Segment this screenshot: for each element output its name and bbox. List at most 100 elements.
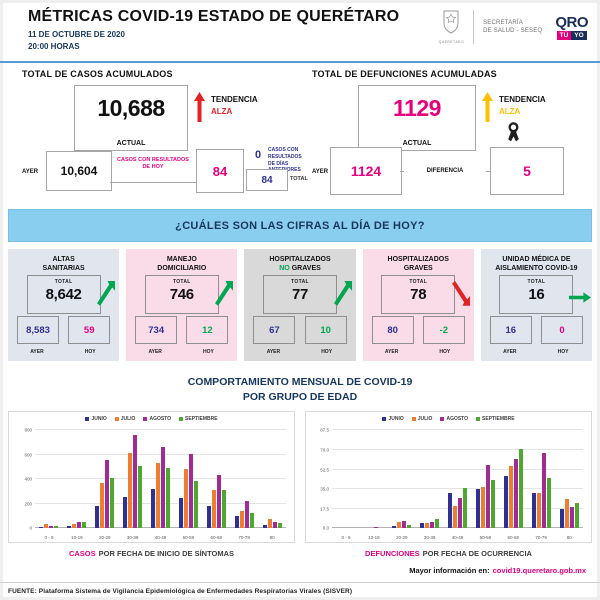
total-box: TOTAL 746 bbox=[144, 275, 219, 314]
page-title: MÉTRICAS COVID-19 ESTADO DE QUERÉTARO bbox=[28, 8, 400, 25]
bar bbox=[503, 475, 508, 529]
legend-swatch-icon bbox=[114, 417, 119, 422]
covid19-website-link[interactable]: covid19.queretaro.gob.mx bbox=[492, 566, 586, 576]
y-axis-tick-label: 600 bbox=[24, 452, 32, 458]
casos-total-label: TOTAL bbox=[290, 176, 308, 182]
bar bbox=[100, 483, 105, 529]
defunciones-actual-label: ACTUAL bbox=[402, 140, 432, 147]
x-axis-tick-label: 0 - 9 bbox=[44, 535, 54, 541]
bar bbox=[508, 465, 513, 529]
x-axis-tick-label: 10-19 bbox=[368, 535, 380, 541]
gridline bbox=[332, 488, 583, 490]
header-logos: QUERÉTARO SECRETARÍA DE SALUD - SESEQ QR… bbox=[439, 10, 588, 44]
bar bbox=[518, 448, 523, 529]
hoy-box: 10 bbox=[304, 316, 347, 344]
bar-group bbox=[258, 430, 286, 529]
bar-group bbox=[230, 430, 258, 529]
y-axis-tick-label: 800 bbox=[24, 427, 32, 433]
y-axis-tick-label: 0.0 bbox=[322, 525, 329, 531]
report-time: 20:00 HORAS bbox=[28, 42, 80, 51]
bar bbox=[244, 500, 249, 529]
bar bbox=[425, 522, 430, 529]
legend-item: JUNIO bbox=[85, 416, 107, 422]
gridline bbox=[35, 502, 286, 504]
bar bbox=[475, 489, 480, 529]
footer-divider bbox=[0, 582, 600, 584]
bar bbox=[531, 492, 536, 529]
casos-ayer-label: AYER bbox=[22, 169, 39, 175]
legend-swatch-icon bbox=[440, 417, 445, 422]
bar bbox=[267, 518, 272, 529]
bar bbox=[513, 459, 518, 529]
bar bbox=[77, 521, 82, 529]
gridline bbox=[35, 478, 286, 480]
total-value: 77 bbox=[291, 286, 309, 303]
bar-group bbox=[416, 430, 444, 529]
trend-up-arrow-icon bbox=[333, 281, 352, 306]
legend-swatch-icon bbox=[179, 417, 184, 422]
ayer-box: 8,583 bbox=[17, 316, 59, 344]
bar bbox=[105, 459, 110, 529]
legend-item: SEPTIEMBRE bbox=[476, 416, 515, 422]
bar-group bbox=[555, 430, 583, 529]
ayer-box: 734 bbox=[135, 316, 178, 344]
bar bbox=[397, 521, 402, 529]
y-axis-tick-label: 70.0 bbox=[320, 447, 329, 453]
bar bbox=[546, 478, 551, 529]
bars-layer bbox=[35, 430, 286, 529]
header-rule bbox=[0, 61, 600, 63]
x-axis-tick-label: 30-39 bbox=[126, 535, 139, 541]
mourning-ribbon-icon bbox=[508, 122, 519, 142]
card-title-line1: HOSPITALIZADOS bbox=[269, 256, 331, 263]
x-axis-tick-label: 80 bbox=[269, 535, 275, 541]
card-unidad-medica-aislamiento: UNIDAD MÉDICA DE AISLAMIENTO COVID-19 TO… bbox=[480, 249, 593, 361]
logo-divider bbox=[473, 10, 475, 44]
bar bbox=[435, 519, 440, 529]
header-titles: MÉTRICAS COVID-19 ESTADO DE QUERÉTARO 11… bbox=[28, 8, 399, 51]
y-axis-tick-label: 200 bbox=[24, 501, 32, 507]
bar bbox=[490, 480, 495, 529]
gridline bbox=[332, 429, 583, 431]
total-value: 78 bbox=[410, 286, 427, 303]
legend-swatch-icon bbox=[143, 417, 148, 422]
card-hospitalizados-no-graves: HOSPITALIZADOS NO GRAVES TOTAL 77 67 10 A… bbox=[244, 249, 356, 361]
bar bbox=[458, 498, 462, 529]
legend-swatch-icon bbox=[411, 417, 416, 422]
shield-icon bbox=[443, 10, 459, 34]
x-axis-tick-label: 0 - 9 bbox=[341, 535, 351, 541]
hoy-box: -2 bbox=[422, 316, 465, 344]
casos-ayer-box: 10,604 bbox=[46, 151, 112, 191]
bar bbox=[193, 481, 198, 529]
bar bbox=[206, 506, 211, 529]
bar-group bbox=[35, 430, 63, 529]
total-value: 746 bbox=[169, 286, 194, 303]
casos-tendencia-value: ALZA bbox=[211, 107, 233, 116]
total-box: TOTAL 77 bbox=[263, 275, 337, 314]
bar bbox=[392, 526, 397, 529]
x-axis-labels: 0 - 9 10-19 20-29 30-39 40-49 50-59 60-69 70-79… bbox=[35, 535, 286, 540]
bar bbox=[249, 512, 254, 529]
bar-group bbox=[63, 430, 91, 529]
defunciones-ayer-value: 1124 bbox=[350, 163, 382, 179]
bar-group bbox=[332, 430, 360, 528]
chart-legend: JUNIO JULIO AGOSTO SEPTIEMBRE bbox=[306, 416, 591, 422]
casos-panel-title: TOTAL DE CASOS ACUMULADOS bbox=[22, 69, 173, 79]
chart-legend: JUNIO JULIO AGOSTO SEPTIEMBRE bbox=[9, 416, 294, 422]
gridline bbox=[332, 468, 583, 470]
total-box: TOTAL 16 bbox=[499, 275, 574, 314]
hoy-box: 0 bbox=[541, 316, 584, 344]
card-title-line2: DOMICILIARIO bbox=[157, 265, 207, 273]
bar bbox=[272, 521, 277, 529]
bar bbox=[402, 520, 407, 529]
bar bbox=[574, 502, 579, 529]
trend-up-arrow-icon bbox=[194, 92, 205, 122]
x-axis-tick-label: 30-39 bbox=[423, 535, 436, 541]
bar bbox=[221, 490, 226, 529]
bar-group bbox=[174, 430, 202, 529]
bars-layer bbox=[332, 430, 583, 529]
x-axis-tick-label: 10-19 bbox=[71, 535, 83, 541]
bar bbox=[463, 488, 467, 529]
card-altas-sanitarias: ALTAS SANITARIAS TOTAL 8,642 8,583 59 AY… bbox=[8, 249, 120, 361]
queretaro-coat-of-arms: QUERÉTARO bbox=[439, 10, 465, 44]
